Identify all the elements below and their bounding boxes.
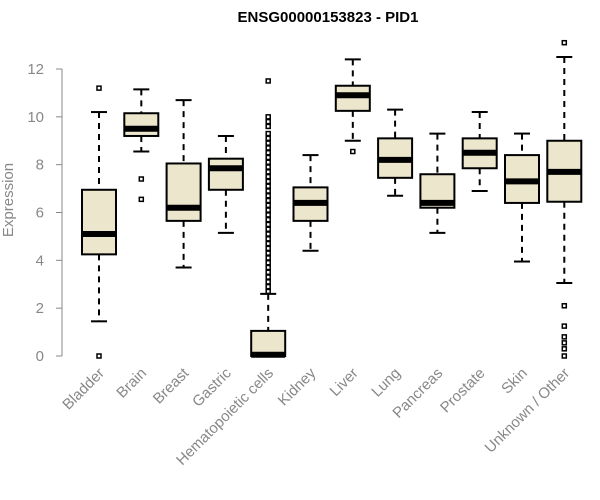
outlier-point [265, 188, 271, 194]
chart-title: ENSG00000153823 - PID1 [238, 9, 419, 26]
iqr-box [123, 112, 160, 137]
outlier-point [96, 353, 102, 359]
box-group [292, 154, 329, 252]
x-tick-label: Breast [150, 364, 193, 407]
outlier-point [265, 221, 271, 228]
box-group [419, 132, 456, 234]
y-tick-label: 6 [36, 205, 44, 222]
outlier-point [265, 135, 271, 142]
outlier-point [561, 303, 568, 309]
y-tick-label: 2 [36, 300, 44, 317]
outlier-point [265, 197, 271, 204]
outlier-point [265, 207, 271, 213]
outlier-point [265, 279, 271, 285]
outlier-point [265, 264, 271, 271]
x-tick-label: Lung [368, 365, 404, 401]
outlier-point [265, 78, 271, 84]
x-tick-label: Brain [113, 365, 150, 402]
box-group [123, 88, 160, 203]
outlier-point [265, 193, 271, 199]
outlier-point [265, 149, 271, 156]
outlier-point [138, 176, 145, 182]
box-group [250, 78, 287, 358]
outlier-point [350, 148, 356, 155]
outlier-point [265, 216, 271, 223]
x-tick-label: Kidney [275, 364, 320, 409]
x-tick-label: Skin [498, 365, 531, 398]
box-group [377, 108, 414, 197]
box-group [165, 99, 202, 269]
outlier-point [265, 250, 271, 256]
outlier-point [265, 245, 271, 252]
outlier-point [561, 334, 568, 340]
outlier-point [561, 340, 568, 346]
box-group [504, 132, 540, 263]
outlier-point [265, 269, 271, 276]
iqr-box [207, 157, 244, 191]
y-tick-label: 10 [27, 109, 44, 126]
outlier-point [265, 130, 271, 137]
outlier-point [265, 274, 271, 280]
y-tick-label: 8 [36, 157, 44, 174]
plot-area [81, 39, 583, 359]
outlier-point [265, 183, 271, 189]
outlier-point [265, 159, 271, 166]
y-tick-label: 4 [36, 252, 44, 269]
x-tick-label: Liver [327, 365, 362, 400]
box-group [207, 134, 244, 234]
outlier-point [265, 164, 271, 170]
outlier-point [138, 196, 145, 203]
outlier-point [265, 154, 271, 161]
y-tick-label: 0 [36, 348, 44, 365]
x-tick-label: Bladder [59, 365, 108, 414]
outlier-point [561, 323, 568, 329]
x-tick-label: Prostate [437, 365, 489, 417]
outlier-point [561, 346, 568, 352]
outlier-point [561, 353, 568, 359]
outlier-point [265, 173, 271, 180]
outlier-point [96, 85, 102, 91]
y-axis-label: Expression [0, 163, 17, 237]
box-group [81, 85, 117, 359]
outlier-point [265, 283, 271, 290]
box-group [546, 39, 583, 359]
outlier-point [265, 259, 271, 266]
outlier-point [265, 140, 271, 146]
y-tick-label: 12 [27, 61, 44, 78]
outlier-point [265, 178, 271, 185]
outlier-point [265, 226, 271, 232]
outlier-point [265, 288, 271, 295]
outlier-point [561, 39, 568, 46]
y-axis: 0 2 4 6 8 10 12 [27, 61, 63, 365]
outlier-point [265, 169, 271, 175]
outlier-point [265, 123, 271, 130]
outlier-point [265, 236, 271, 242]
outlier-point [265, 255, 271, 261]
outlier-point [265, 118, 271, 125]
outlier-point [265, 240, 271, 247]
box-group [461, 111, 498, 192]
outlier-point [265, 212, 271, 218]
iqr-box [81, 188, 117, 256]
outlier-point [265, 114, 271, 120]
outlier-point [265, 202, 271, 209]
box-group [334, 58, 371, 155]
iqr-box [165, 162, 202, 222]
outlier-point [265, 145, 271, 151]
outlier-point [265, 231, 271, 237]
